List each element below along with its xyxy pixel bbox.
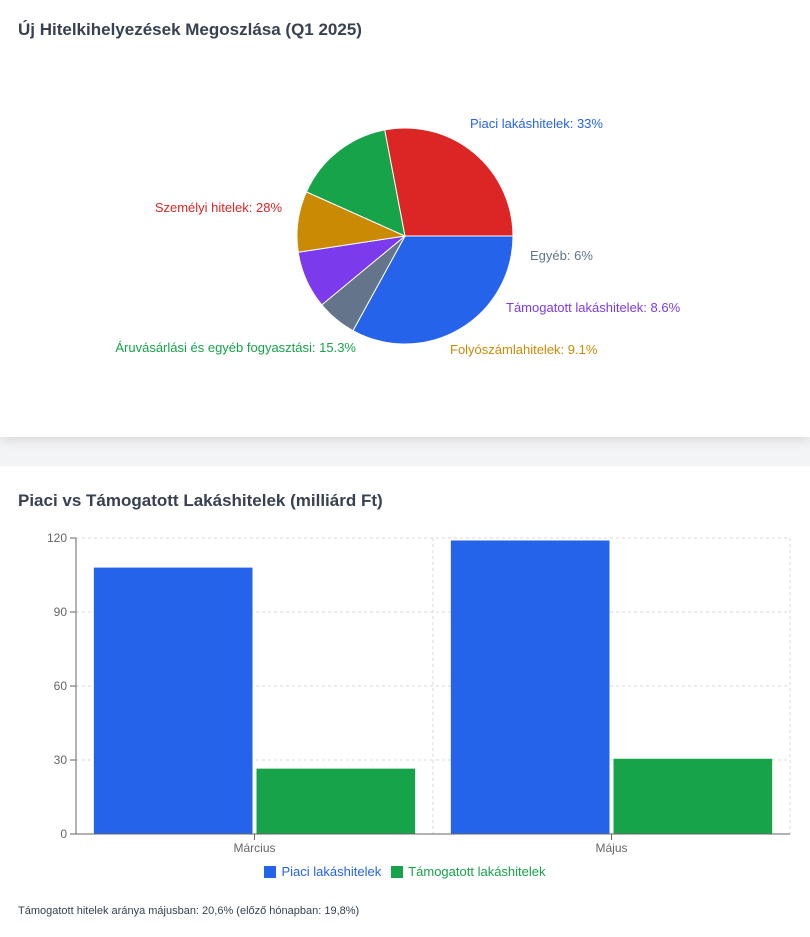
y-tick-label: 90 <box>54 605 68 619</box>
bar-chart-title: Piaci vs Támogatott Lakáshitelek (milliá… <box>18 491 383 510</box>
pie-label-egyeb: Egyéb: 6% <box>530 248 593 263</box>
bar-chart: 0 30 60 90 120 Március Május <box>47 531 791 855</box>
legend-label-tamogatott: Támogatott lakáshitelek <box>408 864 546 879</box>
bar-tamogatott-lakashitelek-marcius[interactable] <box>256 768 416 834</box>
legend-label-piaci: Piaci lakáshitelek <box>281 864 382 879</box>
legend-swatch-piaci <box>264 865 277 878</box>
pie-label-szemelyi-hitelek: Személyi hitelek: 28% <box>155 200 283 215</box>
y-tick-label: 60 <box>54 679 68 693</box>
pie-chart-title: Új Hitelkihelyezések Megoszlása (Q1 2025… <box>18 20 362 39</box>
pie-chart: Piaci lakáshitelek: 33% Egyéb: 6% Támogato… <box>115 116 681 357</box>
bar-chart-legend: Piaci lakáshitelek Támogatott lakáshitel… <box>0 864 810 879</box>
bar-piaci-lakashitelek-marcius[interactable] <box>93 567 253 834</box>
footnote: Támogatott hitelek aránya májusban: 20,6… <box>18 905 360 917</box>
pie-slice-piaci-lakashitelek[interactable] <box>352 235 514 345</box>
pie-label-folyoszamlahitelek: Folyószámlahitelek: 9.1% <box>450 342 598 357</box>
legend-item-tamogatott[interactable]: Támogatott lakáshitelek <box>391 864 546 879</box>
pie-chart-card: Új Hitelkihelyezések Megoszlása (Q1 2025… <box>0 0 810 437</box>
legend-item-piaci[interactable]: Piaci lakáshitelek <box>264 864 381 879</box>
x-tick-label-marcius: Március <box>233 841 275 855</box>
pie-label-aruvasarlasi-es-egyeb-fogyasztasi: Áruvásárlási és egyéb fogyasztási: 15.3% <box>115 340 356 355</box>
x-tick-label-majus: Május <box>595 841 627 855</box>
bar-piaci-lakashitelek-majus[interactable] <box>450 540 610 834</box>
pie-label-piaci-lakashitelek: Piaci lakáshitelek: 33% <box>470 116 603 131</box>
y-tick-label: 120 <box>47 531 67 545</box>
y-tick-label: 0 <box>60 827 67 841</box>
pie-label-tamogatott-lakashitelek: Támogatott lakáshitelek: 8.6% <box>506 300 681 315</box>
bar-chart-card: Piaci vs Támogatott Lakáshitelek (milliá… <box>0 466 810 937</box>
pie-slice-szemelyi-hitelek[interactable] <box>384 127 514 237</box>
pie-slice-aruvasarlasi-es-egyeb-fogyasztasi[interactable] <box>305 129 406 237</box>
legend-swatch-tamogatott <box>391 865 404 878</box>
y-tick-label: 30 <box>54 753 68 767</box>
bar-tamogatott-lakashitelek-majus[interactable] <box>613 758 773 834</box>
